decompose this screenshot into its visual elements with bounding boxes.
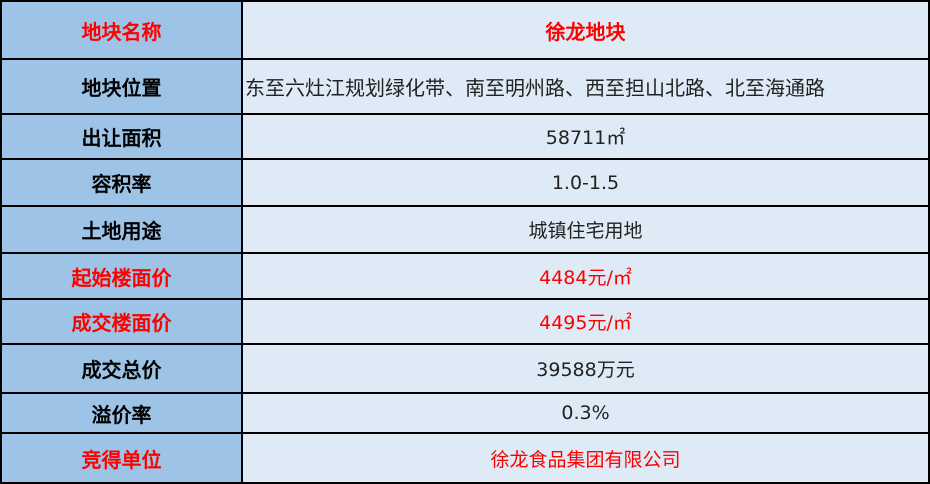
value: 0.3% — [241, 392, 930, 434]
value: 徐龙食品集团有限公司 — [241, 432, 930, 484]
label: 溢价率 — [0, 392, 243, 434]
label: 出让面积 — [0, 113, 243, 160]
label: 地块位置 — [0, 58, 243, 115]
value: 1.0-1.5 — [241, 158, 930, 207]
value: 58711㎡ — [241, 113, 930, 160]
label: 地块名称 — [0, 0, 243, 60]
row-deal-price: 成交楼面价 4495元/㎡ — [0, 298, 930, 345]
label: 容积率 — [0, 158, 243, 207]
row-usage: 土地用途 城镇住宅用地 — [0, 205, 930, 254]
value: 城镇住宅用地 — [241, 205, 930, 254]
label: 土地用途 — [0, 205, 243, 254]
row-area: 出让面积 58711㎡ — [0, 113, 930, 160]
label: 成交总价 — [0, 343, 243, 394]
value: 4484元/㎡ — [241, 252, 930, 300]
value: 徐龙地块 — [241, 0, 930, 60]
row-location: 地块位置 东至六灶江规划绿化带、南至明州路、西至担山北路、北至海通路 — [0, 58, 930, 115]
label: 成交楼面价 — [0, 298, 243, 345]
value: 39588万元 — [241, 343, 930, 394]
label: 起始楼面价 — [0, 252, 243, 300]
row-premium: 溢价率 0.3% — [0, 392, 930, 434]
value: 东至六灶江规划绿化带、南至明州路、西至担山北路、北至海通路 — [241, 58, 930, 115]
row-start-price: 起始楼面价 4484元/㎡ — [0, 252, 930, 300]
value: 4495元/㎡ — [241, 298, 930, 345]
row-name: 地块名称 徐龙地块 — [0, 0, 930, 60]
row-total: 成交总价 39588万元 — [0, 343, 930, 394]
row-far: 容积率 1.0-1.5 — [0, 158, 930, 207]
label: 竞得单位 — [0, 432, 243, 484]
row-winner: 竞得单位 徐龙食品集团有限公司 — [0, 432, 930, 484]
